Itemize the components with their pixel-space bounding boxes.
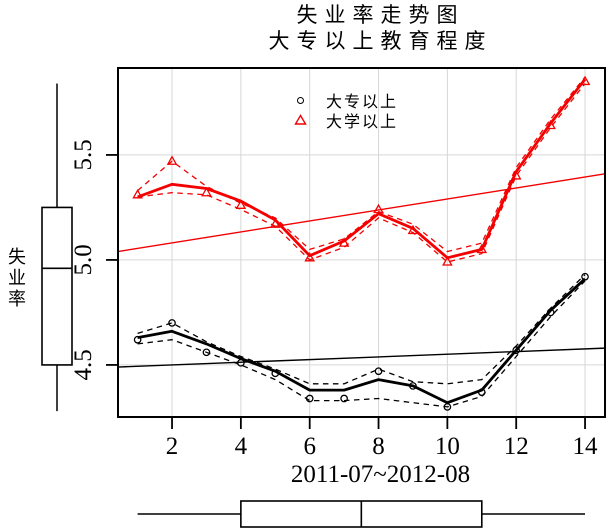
x-tick-label: 8 bbox=[372, 433, 385, 460]
data-point-triangle bbox=[304, 251, 316, 262]
data-point-circle bbox=[581, 272, 589, 281]
y-tick-label: 4.5 bbox=[70, 349, 97, 380]
data-point-triangle bbox=[476, 243, 488, 254]
data-point-triangle bbox=[201, 186, 212, 197]
ybox-box bbox=[41, 206, 73, 366]
data-point-triangle bbox=[373, 203, 384, 214]
chart-subtitle: 大专以上教育程度 bbox=[268, 29, 493, 53]
smooth-line bbox=[137, 277, 586, 405]
legend-label: 大学以上 bbox=[326, 114, 399, 131]
data-point-triangle bbox=[132, 189, 143, 199]
triangle-marker-icon bbox=[293, 114, 307, 125]
x-tick-label: 14 bbox=[573, 433, 599, 460]
legend-item-dazhuan: 大专以上 bbox=[288, 90, 399, 111]
x-tick-label: 12 bbox=[504, 433, 529, 460]
plot-border bbox=[117, 67, 606, 418]
legend: 大专以上 大学以上 bbox=[288, 90, 399, 131]
regression-line bbox=[117, 347, 606, 368]
data-point-triangle bbox=[338, 237, 350, 247]
regression-line bbox=[117, 173, 606, 253]
data-point-triangle bbox=[579, 75, 591, 86]
circle-marker-icon bbox=[296, 96, 304, 104]
x-tick-label: 10 bbox=[435, 433, 460, 460]
data-point-triangle bbox=[269, 218, 281, 228]
data-point-circle bbox=[340, 394, 348, 403]
data-point-circle bbox=[133, 335, 142, 344]
y-axis-label: 失业率 bbox=[8, 247, 26, 309]
data-point-triangle bbox=[235, 199, 247, 209]
data-point-circle bbox=[512, 346, 521, 355]
data-point-circle bbox=[271, 369, 280, 378]
data-point-circle bbox=[546, 308, 555, 317]
legend-marker-cell bbox=[288, 114, 312, 126]
spread-lower-line bbox=[137, 83, 586, 263]
data-point-triangle bbox=[442, 256, 453, 266]
data-point-circle bbox=[374, 367, 383, 376]
legend-marker-cell bbox=[288, 96, 312, 104]
y-tick-label: 5.5 bbox=[70, 139, 97, 170]
data-point-circle bbox=[477, 388, 486, 397]
x-axis-label: 2011-07~2012-08 bbox=[290, 461, 471, 488]
data-point-circle bbox=[237, 358, 245, 367]
data-point-circle bbox=[202, 348, 211, 357]
x-tick-label: 4 bbox=[235, 433, 248, 460]
data-point-triangle bbox=[166, 155, 178, 165]
data-point-triangle bbox=[545, 119, 556, 130]
data-point-circle bbox=[168, 319, 176, 327]
spread-upper-line bbox=[137, 274, 586, 385]
chart-title: 失业率走势图 bbox=[296, 3, 465, 27]
x-tick-label: 2 bbox=[166, 433, 179, 460]
data-point-circle bbox=[409, 382, 417, 390]
x-tick-label: 6 bbox=[303, 433, 316, 460]
data-point-triangle bbox=[510, 170, 522, 180]
spread-lower-line bbox=[137, 280, 586, 408]
smooth-line bbox=[137, 78, 587, 260]
data-point-circle bbox=[443, 403, 452, 411]
data-point-circle bbox=[305, 394, 314, 403]
data-point-triangle bbox=[407, 224, 419, 235]
legend-item-daxue: 大学以上 bbox=[288, 110, 399, 131]
y-tick-label: 5.0 bbox=[70, 244, 97, 275]
legend-label: 大专以上 bbox=[326, 94, 399, 111]
